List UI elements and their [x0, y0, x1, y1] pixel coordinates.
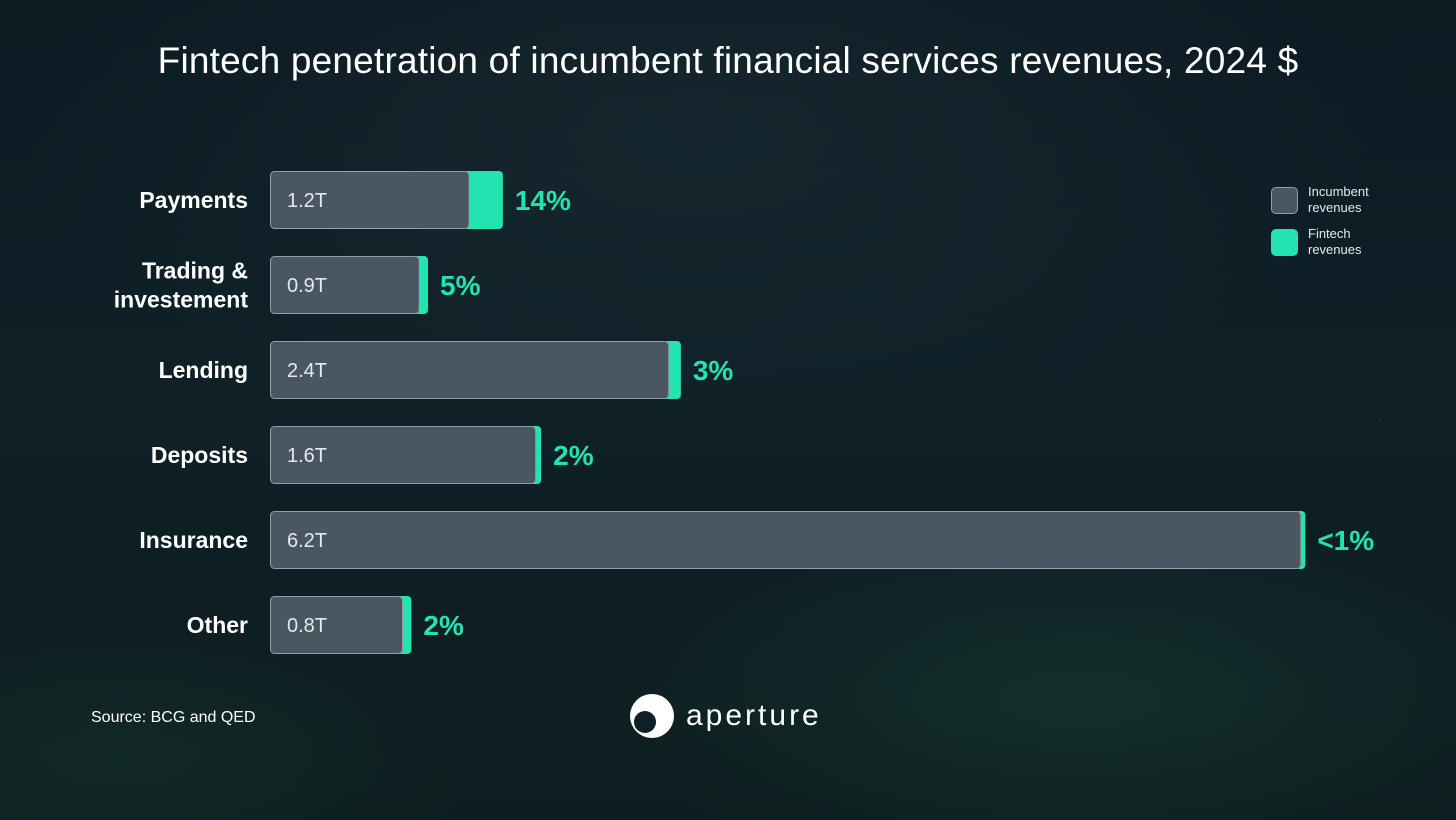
category-label-other: Other: [187, 612, 248, 638]
value-label-payments: 1.2T: [287, 190, 327, 212]
legend-item-incumbent: Incumbent revenues: [1271, 184, 1441, 216]
value-label-other: 0.8T: [287, 615, 327, 637]
legend-label-incumbent: Incumbent revenues: [1308, 184, 1369, 215]
legend-label-fintech: Fintech revenues: [1308, 226, 1362, 257]
chart-title: Fintech penetration of incumbent financi…: [157, 40, 1299, 81]
percent-label-lending: 3%: [693, 355, 734, 386]
category-label-insurance: Insurance: [139, 527, 248, 553]
percent-label-other: 2%: [423, 610, 464, 641]
brand-logo: aperture: [628, 692, 822, 740]
category-label-trading-investement: Trading & investement: [114, 258, 249, 313]
category-label-deposits: Deposits: [151, 442, 248, 468]
bar-incumbent-deposits: [270, 426, 537, 484]
bar-incumbent-trading-investement: [270, 256, 420, 314]
bar-fintech-payments: [463, 171, 503, 229]
percent-label-insurance: <1%: [1317, 525, 1374, 556]
value-label-lending: 2.4T: [287, 360, 327, 382]
aperture-logo-icon: [630, 694, 674, 738]
value-label-insurance: 6.2T: [287, 530, 327, 552]
source-note: Source: BCG and QED: [91, 709, 256, 726]
percent-label-deposits: 2%: [553, 440, 594, 471]
bar-incumbent-lending: [270, 341, 670, 399]
value-label-deposits: 1.6T: [287, 445, 327, 467]
legend-item-fintech: Fintech revenues: [1271, 226, 1441, 258]
percent-label-trading-investement: 5%: [440, 270, 481, 301]
bar-incumbent-insurance: [270, 511, 1302, 569]
category-label-payments: Payments: [139, 187, 248, 213]
legend: Incumbent revenues Fintech revenues: [1271, 184, 1441, 268]
logo-text: aperture: [686, 699, 822, 732]
legend-swatch-fintech: [1271, 228, 1298, 256]
category-label-lending: Lending: [159, 357, 248, 383]
legend-swatch-incumbent: [1271, 186, 1298, 214]
bar-incumbent-other: [270, 596, 404, 654]
value-label-trading-investement: 0.9T: [287, 275, 327, 297]
bar-chart: Payments 1.2T 14% Trading & investement 0.9T 5…: [114, 171, 1375, 654]
percent-label-payments: 14%: [515, 185, 571, 216]
bar-incumbent-payments: [270, 171, 470, 229]
